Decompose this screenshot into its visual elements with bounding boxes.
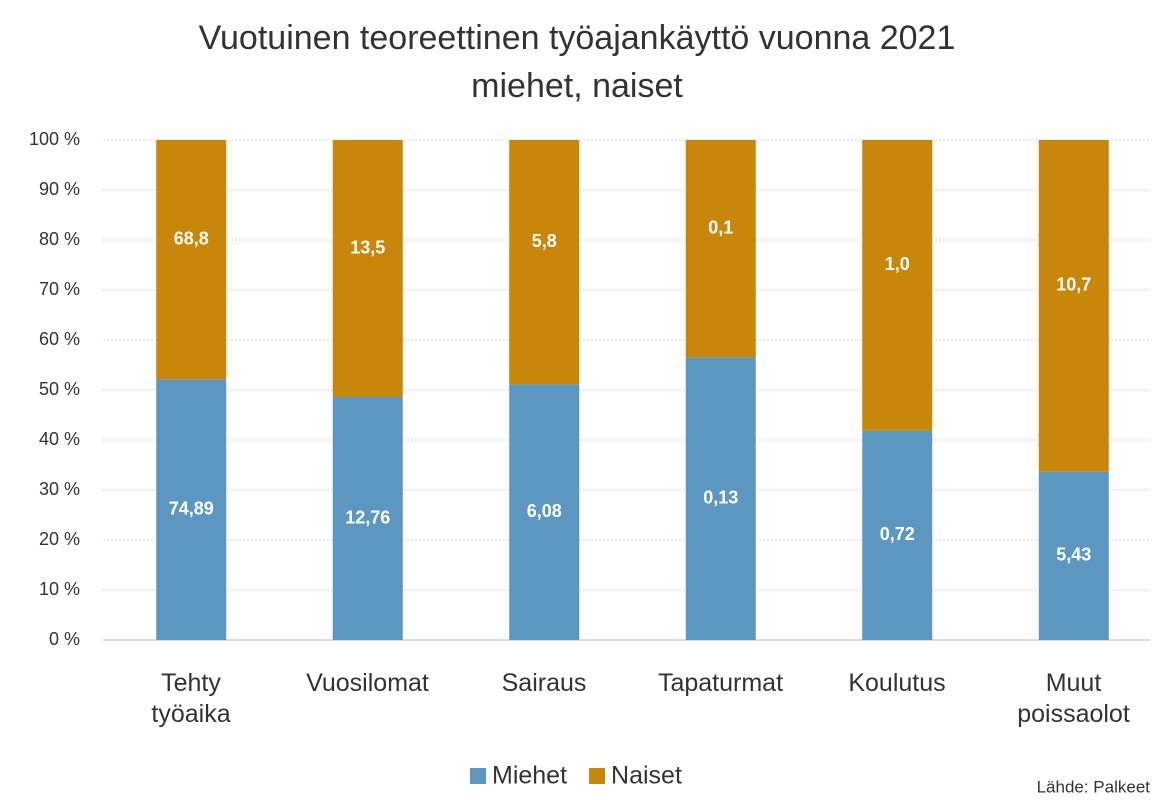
y-tick-label: 90 %: [39, 179, 80, 199]
chart-title: Vuotuinen teoreettinen työajankäyttö vuo…: [199, 19, 956, 57]
bar-segment: [509, 140, 580, 385]
y-tick-label: 70 %: [39, 279, 80, 299]
x-tick-label: Muut poissaolot: [1017, 669, 1130, 728]
y-tick-label: 0 %: [49, 629, 80, 649]
bar-segment: [509, 384, 580, 640]
x-tick-label: Tehty työaika: [151, 669, 231, 728]
data-label: 0,72: [880, 524, 915, 544]
legend-label: Miehet: [492, 762, 567, 790]
data-label: 1,0: [885, 254, 910, 274]
y-tick-label: 50 %: [39, 379, 80, 399]
bar-segment: [332, 140, 403, 398]
bar-segment: [685, 140, 756, 358]
chart-subtitle: miehet, naiset: [471, 67, 683, 105]
bar-segment: [332, 397, 403, 640]
x-tick-label: Vuosilomat: [306, 669, 429, 697]
bar-segment: [1038, 140, 1109, 472]
y-tick-label: 40 %: [39, 429, 80, 449]
y-tick-label: 100 %: [29, 129, 80, 149]
data-label: 68,8: [174, 228, 209, 248]
data-label: 74,89: [169, 498, 214, 518]
bar-segment: [156, 140, 227, 380]
x-tick-label: Tapaturmat: [657, 669, 784, 697]
x-tick-label: Koulutus: [848, 669, 946, 697]
data-label: 5,8: [532, 231, 557, 251]
legend-label: Naiset: [611, 762, 682, 790]
bar-segment: [685, 357, 756, 640]
source: Lähde: Palkeet: [1037, 777, 1151, 796]
y-tick-label: 80 %: [39, 229, 80, 249]
data-label: 10,7: [1056, 275, 1091, 295]
data-label: 0,1: [708, 217, 733, 237]
y-tick-label: 20 %: [39, 529, 80, 549]
y-tick-label: 60 %: [39, 329, 80, 349]
data-label: 13,5: [350, 237, 385, 257]
bar-segment: [1038, 471, 1109, 640]
data-label: 12,76: [345, 507, 390, 527]
data-label: 6,08: [527, 501, 562, 521]
legend-swatch: [470, 768, 486, 784]
data-label: 0,13: [703, 487, 738, 507]
bar-segment: [862, 140, 933, 431]
x-tick-label: Sairaus: [501, 669, 587, 697]
data-label: 5,43: [1056, 545, 1091, 565]
legend-swatch: [589, 768, 606, 784]
y-tick-label: 10 %: [39, 579, 80, 599]
bar-segment: [156, 379, 227, 640]
bar-segment: [862, 430, 933, 640]
y-tick-label: 30 %: [39, 479, 80, 499]
